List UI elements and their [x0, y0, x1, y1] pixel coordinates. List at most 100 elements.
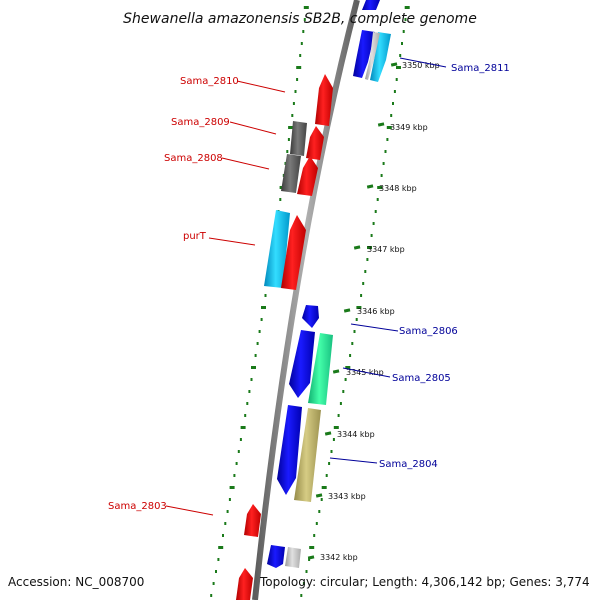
track-dot	[308, 558, 311, 561]
track-dot	[224, 522, 227, 525]
feature-bottom-red[interactable]	[236, 568, 253, 600]
gene-label-sama-2810[interactable]: Sama_2810	[180, 76, 239, 87]
track-dot	[395, 78, 398, 81]
track-dot	[248, 390, 251, 393]
track-dot	[362, 282, 365, 285]
track-dot	[404, 6, 410, 9]
track-dot	[239, 438, 242, 441]
track-dot	[309, 546, 315, 549]
track-dot	[286, 150, 289, 153]
track-dot	[344, 378, 347, 381]
feature-sama-2803[interactable]	[244, 504, 261, 537]
feature-purt-a[interactable]	[264, 210, 290, 288]
track-dot	[404, 18, 407, 21]
track-dot	[332, 438, 335, 441]
track-dot	[303, 18, 306, 21]
tick-label-3343: 3343 kbp	[328, 492, 366, 501]
gene-features	[236, 0, 391, 600]
gene-label-sama-2804[interactable]: Sama_2804	[379, 459, 438, 470]
track-dot	[342, 390, 345, 393]
track-dot	[318, 510, 321, 513]
track-dot	[235, 462, 238, 465]
track-dot	[292, 102, 295, 105]
track-dot	[237, 450, 240, 453]
track-dot	[210, 594, 213, 597]
gene-label-sama-2809[interactable]: Sama_2809	[171, 117, 230, 128]
feature-sama-2808-a[interactable]	[281, 154, 301, 193]
track-dot	[260, 318, 263, 321]
track-dot	[222, 534, 224, 537]
feature-sama-2804-b[interactable]	[294, 408, 321, 502]
track-dot	[244, 414, 247, 417]
feature-sama-2805-b[interactable]	[308, 333, 333, 405]
genome-title: Shewanella amazonensis SB2B, complete ge…	[123, 11, 477, 27]
feature-purt-b[interactable]	[281, 215, 306, 290]
track-dot	[303, 6, 309, 9]
tick-label-3342: 3342 kbp	[320, 553, 358, 562]
feature-sama-2810[interactable]	[315, 74, 333, 126]
track-dot	[353, 330, 356, 333]
track-dot	[386, 138, 389, 141]
feature-sama-2811[interactable]	[370, 32, 391, 82]
gene-label-sama-2805[interactable]: Sama_2805	[392, 373, 451, 384]
track-dot	[240, 426, 246, 429]
track-dot	[302, 30, 305, 33]
track-dot	[386, 126, 392, 129]
track-dot	[390, 114, 393, 117]
gene-label-sama-2811[interactable]: Sama_2811	[451, 63, 510, 74]
feature-sama-2811-upstream[interactable]	[362, 0, 380, 10]
track-dot	[392, 102, 394, 105]
track-dot	[399, 54, 402, 57]
track-dot	[296, 78, 299, 81]
track-dot	[333, 426, 339, 429]
feature-sama-2808-b[interactable]	[297, 156, 318, 196]
gene-label-sama-2803[interactable]: Sama_2803	[108, 501, 167, 512]
track-dot	[337, 414, 340, 417]
track-dot	[313, 534, 316, 537]
track-dot	[315, 522, 318, 525]
track-dot	[396, 66, 401, 69]
track-dot	[294, 90, 297, 93]
feature-sama-2806[interactable]	[302, 305, 319, 328]
accession-text: Accession: NC_008700	[8, 575, 144, 589]
feature-sama-2804-a[interactable]	[277, 405, 302, 495]
track-dot	[228, 498, 231, 501]
feature-neutral-top[interactable]	[365, 32, 380, 80]
track-dot	[256, 342, 259, 345]
track-dot	[217, 558, 220, 561]
tick-label-3346: 3346 kbp	[357, 307, 395, 316]
tick-label-3349: 3349 kbp	[390, 123, 428, 132]
track-dot	[393, 90, 396, 93]
feature-forward-block[interactable]	[353, 30, 375, 78]
track-dot	[250, 378, 253, 381]
gene-label-sama-2806[interactable]: Sama_2806	[399, 326, 458, 337]
track-dot	[377, 186, 383, 189]
feature-sama-2809-a[interactable]	[290, 121, 307, 156]
feature-bottom-blue[interactable]	[267, 545, 285, 568]
gene-label-sama-2808[interactable]: Sama_2808	[164, 153, 223, 164]
track-dot	[300, 594, 303, 597]
track-dot	[367, 246, 372, 249]
track-dot	[325, 474, 328, 477]
track-dot	[384, 150, 387, 153]
track-dot	[251, 366, 256, 369]
track-dot	[351, 342, 354, 345]
track-dot	[349, 354, 352, 357]
tick-label-3350: 3350 kbp	[402, 61, 440, 70]
feature-sama-2805-a[interactable]	[289, 330, 315, 398]
track-dot	[299, 54, 302, 57]
feature-bottom-gray[interactable]	[285, 547, 301, 568]
track-dot	[288, 126, 294, 129]
track-dot	[287, 138, 290, 141]
gene-label-purt[interactable]: purT	[183, 231, 207, 242]
tick-label-3347: 3347 kbp	[367, 245, 405, 254]
track-dot	[305, 570, 308, 573]
track-dot	[302, 582, 305, 585]
track-dot	[330, 450, 333, 453]
feature-sama-2809-b[interactable]	[306, 126, 324, 160]
track-dot	[296, 66, 302, 69]
kbp-ticks	[307, 62, 398, 560]
tick-label-3348: 3348 kbp	[379, 184, 417, 193]
track-dot	[355, 318, 358, 321]
